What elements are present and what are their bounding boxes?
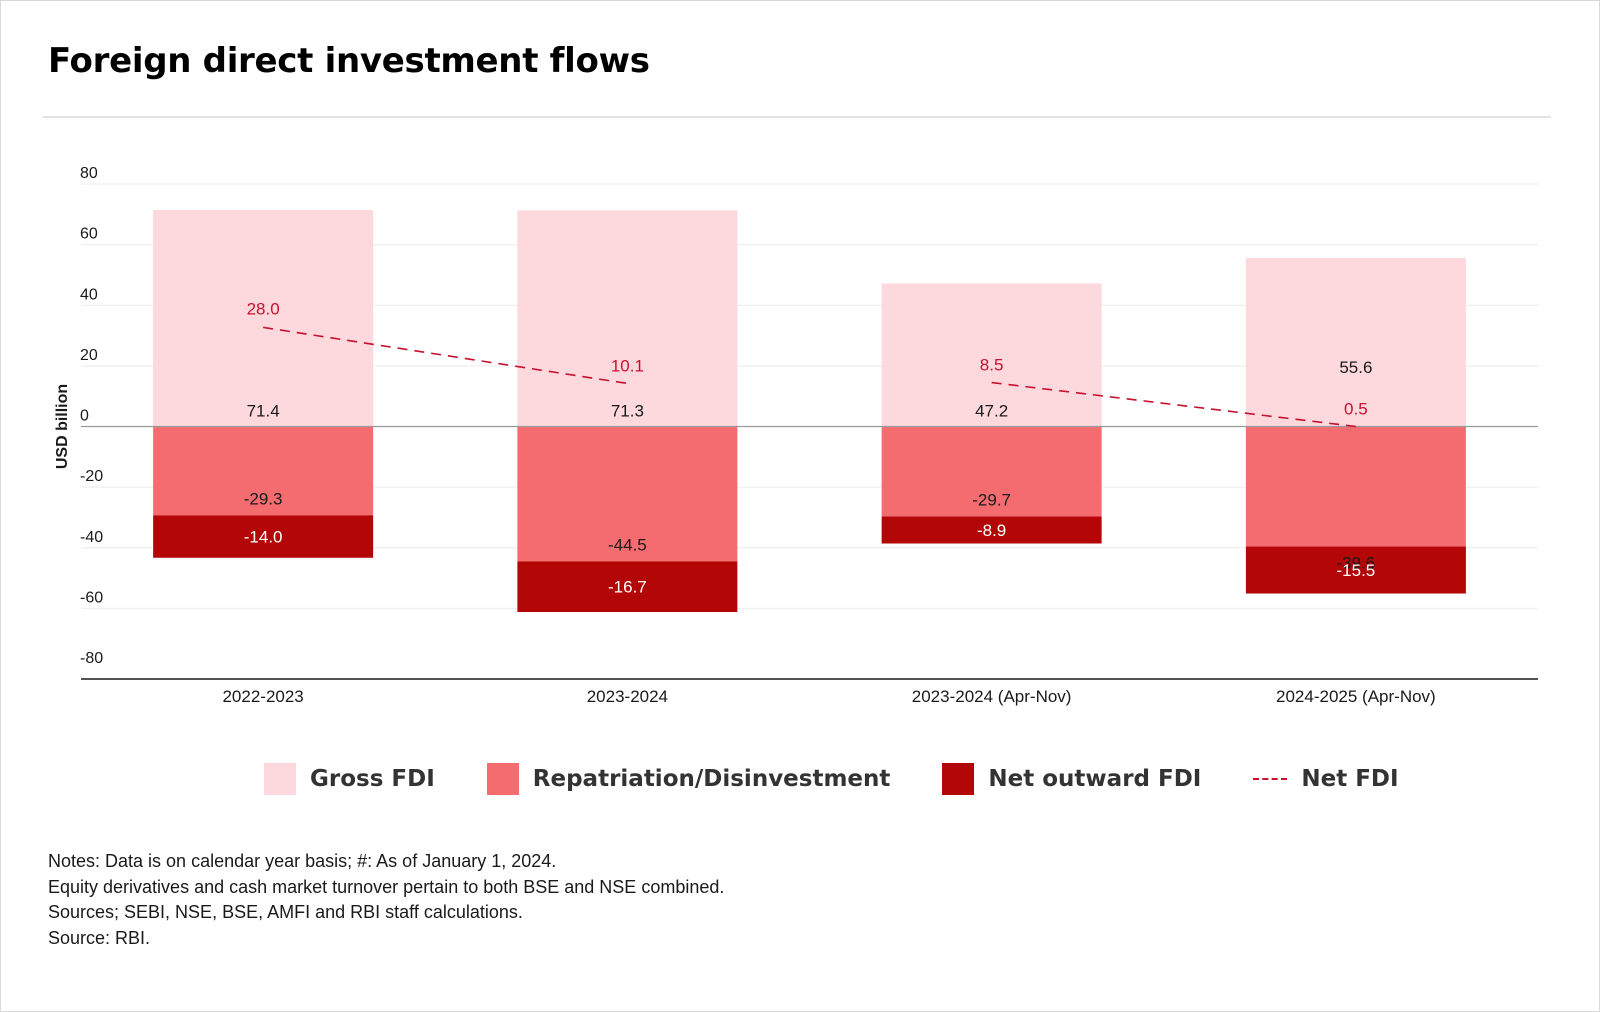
- note-line: Sources; SEBI, NSE, BSE, AMFI and RBI st…: [48, 902, 523, 922]
- legend-label-net-fdi: Net FDI: [1301, 766, 1399, 792]
- chart-title: Foreign direct investment flows: [48, 41, 650, 81]
- bar-net-outward-fdi: [517, 561, 738, 613]
- y-tick-label: -20: [80, 468, 103, 485]
- bar-repatriation: [517, 426, 738, 562]
- chart-legend: Gross FDI Repatriation/Disinvestment Net…: [264, 763, 1451, 795]
- bar-repatriation: [153, 426, 374, 516]
- x-tick-label: 2023-2024: [587, 687, 668, 706]
- data-label-repatriation: -44.5: [608, 535, 647, 554]
- bar-gross-fdi: [517, 210, 738, 427]
- legend-swatch-net-outward-fdi: [942, 763, 975, 795]
- bar-chart: 80 60 40 20 0 -20 -40 -60 -80 USD billion 71.4 -29.…: [54, 165, 1538, 706]
- title-divider: [43, 116, 1551, 118]
- bar-gross-fdi: [881, 283, 1102, 427]
- data-label-repatriation: -29.7: [972, 491, 1011, 510]
- data-label-net-fdi: 8.5: [980, 356, 1004, 375]
- bar-repatriation: [1245, 426, 1466, 547]
- data-label-net-fdi: 28.0: [247, 299, 280, 318]
- data-label-net-outward-fdi: -14.0: [244, 528, 283, 547]
- y-tick-label: -60: [80, 589, 103, 606]
- legend-item-repatriation: Repatriation/Disinvestment: [486, 763, 891, 795]
- data-label-net-outward-fdi: -16.7: [608, 578, 647, 597]
- y-tick-label: 80: [80, 165, 98, 182]
- note-line: Source: RBI.: [48, 927, 151, 948]
- bar-gross-fdi: [153, 210, 374, 427]
- data-label-gross-fdi: 71.3: [611, 402, 644, 421]
- legend-label-repatriation: Repatriation/Disinvestment: [532, 766, 891, 792]
- legend-label-net-outward-fdi: Net outward FDI: [988, 766, 1202, 792]
- bar-gross-fdi: [1245, 257, 1466, 427]
- bar-net-outward-fdi: [153, 515, 374, 558]
- data-label-gross-fdi: 55.6: [1339, 358, 1372, 377]
- note-line: Notes: Data is on calendar year basis; #…: [48, 851, 557, 871]
- bar-net-outward-fdi: [1245, 546, 1466, 594]
- y-tick-label: 20: [80, 347, 98, 364]
- x-tick-label: 2023-2024 (Apr-Nov): [912, 687, 1072, 706]
- legend-label-gross-fdi: Gross FDI: [310, 766, 435, 792]
- data-label-gross-fdi: 47.2: [975, 402, 1008, 421]
- y-tick-label: -40: [80, 529, 103, 546]
- bar-net-outward-fdi: [881, 516, 1102, 544]
- data-label-repatriation: -39.6: [1337, 554, 1376, 573]
- y-axis-title: USD billion: [54, 384, 71, 469]
- x-tick-label: 2022-2023: [222, 687, 303, 706]
- chart-notes: Notes: Data is on calendar year basis; #…: [48, 849, 724, 951]
- data-label-net-outward-fdi: -8.9: [977, 521, 1006, 540]
- legend-line-net-fdi: [1253, 778, 1288, 780]
- legend-item-net-outward-fdi: Net outward FDI: [942, 763, 1201, 795]
- bar-repatriation: [881, 426, 1102, 517]
- data-label-repatriation: -29.3: [244, 489, 283, 508]
- data-label-gross-fdi: 71.4: [247, 402, 280, 421]
- net-fdi-line-segment: [263, 326, 628, 385]
- y-tick-label: 0: [80, 408, 89, 425]
- data-label-net-fdi: 0.5: [1344, 400, 1368, 419]
- y-tick-label: 40: [80, 286, 98, 303]
- data-label-net-fdi: 10.1: [611, 356, 644, 375]
- legend-item-gross-fdi: Gross FDI: [264, 763, 435, 795]
- x-tick-label: 2024-2025 (Apr-Nov): [1276, 687, 1436, 706]
- legend-swatch-repatriation: [486, 763, 519, 795]
- legend-item-net-fdi: Net FDI: [1253, 766, 1399, 792]
- y-tick-label: 60: [80, 226, 98, 243]
- y-tick-label: -80: [80, 650, 103, 667]
- note-line: Equity derivatives and cash market turno…: [48, 876, 725, 897]
- data-label-net-outward-fdi: -15.5: [1337, 561, 1376, 580]
- legend-swatch-gross-fdi: [264, 763, 296, 795]
